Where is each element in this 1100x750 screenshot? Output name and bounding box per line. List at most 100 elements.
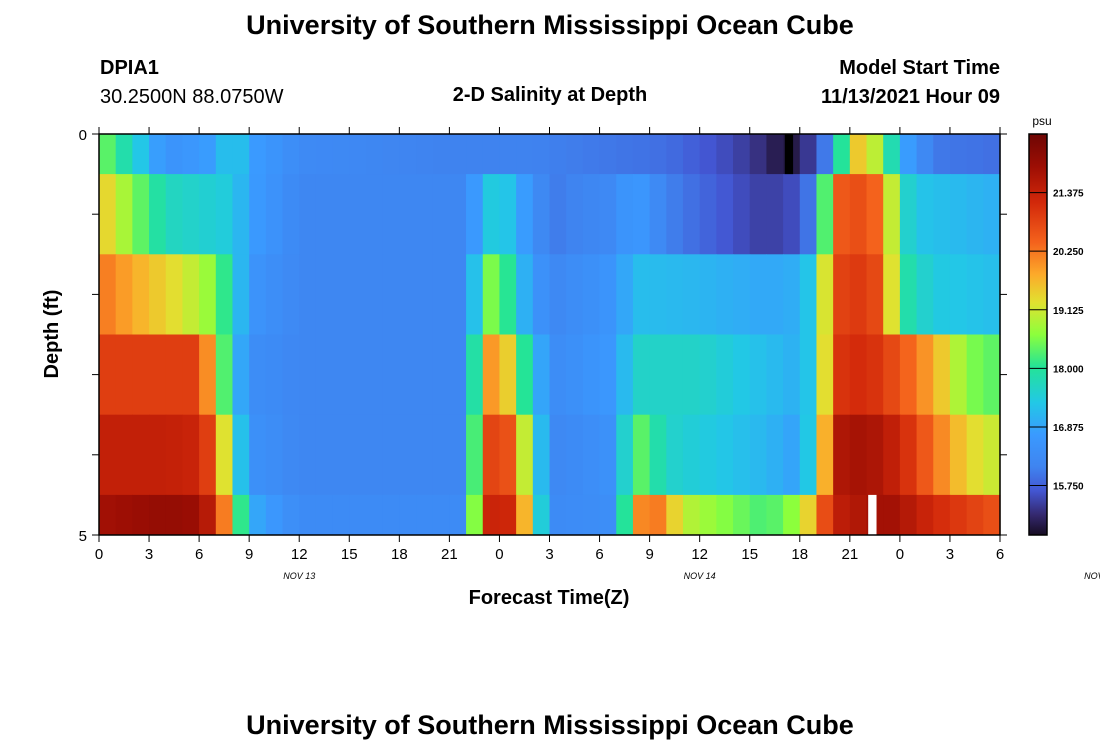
heatmap-cell <box>265 414 284 496</box>
heatmap-cell <box>165 174 184 255</box>
heatmap-cell <box>566 334 584 416</box>
heatmap-cell <box>332 494 350 536</box>
heatmap-cell <box>516 134 534 175</box>
heatmap-cell <box>416 334 434 416</box>
heatmap-cell <box>532 174 551 255</box>
heatmap-cell <box>799 414 818 496</box>
heatmap-cell <box>716 134 734 175</box>
heatmap-cell <box>733 254 751 335</box>
heatmap-cell <box>733 174 751 255</box>
heatmap-cell <box>482 254 501 335</box>
heatmap-cell <box>332 174 350 255</box>
colorbar-ticks: 15.750 16.875 18.000 19.125 20.250 21.375 <box>1029 189 1084 493</box>
heatmap-cell <box>382 254 400 335</box>
heatmap-cell <box>749 334 768 416</box>
heatmap-cell <box>599 174 617 255</box>
heatmap-cell <box>449 414 467 496</box>
heatmap-cell <box>699 254 717 335</box>
heatmap-cell <box>249 334 267 416</box>
x-tick-label: 0 <box>495 546 503 563</box>
heatmap-cell <box>866 134 884 175</box>
heatmap-cell <box>649 334 667 416</box>
heatmap-cell <box>599 494 617 536</box>
y-tick-label: 5 <box>79 528 87 545</box>
x-tick-label: 12 <box>291 546 308 563</box>
heatmap-cell <box>382 134 400 175</box>
heatmap-cell <box>99 254 117 335</box>
heatmap-cell <box>449 134 467 175</box>
heatmap-cell <box>649 134 667 175</box>
heatmap-cell <box>299 134 317 175</box>
heatmap-cell <box>516 174 534 255</box>
heatmap-cell <box>432 174 450 255</box>
heatmap-cell <box>616 334 634 416</box>
heatmap-cell <box>666 134 684 175</box>
heatmap-cell <box>766 494 784 536</box>
footer-title: University of Southern Mississippi Ocean… <box>246 710 854 740</box>
heatmap-cell <box>182 174 200 255</box>
heatmap-cell <box>232 174 250 255</box>
heatmap-cell <box>983 494 1001 536</box>
heatmap-cell <box>899 254 918 335</box>
heatmap-cell <box>365 414 384 496</box>
heatmap-cell <box>749 414 768 496</box>
heatmap-cell <box>182 254 200 335</box>
heatmap-cell <box>149 254 167 335</box>
heatmap-cell <box>282 414 300 496</box>
heatmap-cell <box>966 134 984 175</box>
heatmap-cell <box>165 134 184 175</box>
heatmap-cell <box>566 134 584 175</box>
heatmap-cell <box>866 334 884 416</box>
heatmap-cell <box>849 174 868 255</box>
heatmap-cell <box>349 494 367 536</box>
heatmap-cell <box>983 334 1001 416</box>
heatmap-cell <box>883 174 901 255</box>
heatmap-cell <box>799 334 818 416</box>
heatmap-cell <box>616 254 634 335</box>
heatmap-cell <box>482 334 501 416</box>
heatmap-cell <box>549 134 567 175</box>
x-tick-label: 3 <box>545 546 553 563</box>
heatmap-cell <box>349 174 367 255</box>
x-axis-ticks: 0 3 6 9 12 15 18 21 0 3 6 9 12 15 18 21 0 3 6 <box>95 127 1004 563</box>
heatmap-cell <box>766 134 784 175</box>
heatmap-cell <box>949 254 968 335</box>
heatmap-cell <box>833 254 851 335</box>
heatmap-cell <box>332 414 350 496</box>
date-labels: NOV 13 NOV 14 NOV 15 <box>283 571 1100 581</box>
heatmap-cell <box>766 414 784 496</box>
heatmap-cell <box>816 174 834 255</box>
heatmap-cell <box>466 494 484 536</box>
heatmap-cell <box>549 174 567 255</box>
heatmap-cell <box>249 254 267 335</box>
station-id: DPIA1 <box>100 57 159 79</box>
heatmap-cell <box>632 254 651 335</box>
heatmap-cell <box>682 414 701 496</box>
heatmap-cell <box>315 174 334 255</box>
heatmap-cell <box>382 494 400 536</box>
heatmap-cell <box>449 494 467 536</box>
heatmap-cell <box>716 494 734 536</box>
heatmap-cell <box>599 334 617 416</box>
page-title: University of Southern Mississippi Ocean… <box>246 10 854 40</box>
salinity-heatmap-chart: 0 3 6 9 12 15 18 21 0 3 6 9 12 15 18 21 0 3 6 05 NOV 13 NOV… <box>41 114 1100 609</box>
heatmap-cell <box>549 494 567 536</box>
heatmap-cell <box>749 174 768 255</box>
heatmap-cell <box>866 254 884 335</box>
heatmap-cell <box>666 174 684 255</box>
heatmap-cell <box>499 134 517 175</box>
heatmap-cell <box>849 254 868 335</box>
heatmap-cell <box>249 494 267 536</box>
heatmap-cell <box>499 494 517 536</box>
heatmap-cell <box>182 334 200 416</box>
heatmap-cell <box>632 134 651 175</box>
heatmap-cell <box>182 494 200 536</box>
heatmap-cell <box>332 134 350 175</box>
heatmap-cell <box>282 134 300 175</box>
heatmap-cell <box>165 494 184 536</box>
heatmap-cell <box>833 334 851 416</box>
heatmap-cell <box>816 254 834 335</box>
heatmap-cell <box>733 494 751 536</box>
heatmap-cell <box>799 174 818 255</box>
heatmap-cell <box>182 414 200 496</box>
